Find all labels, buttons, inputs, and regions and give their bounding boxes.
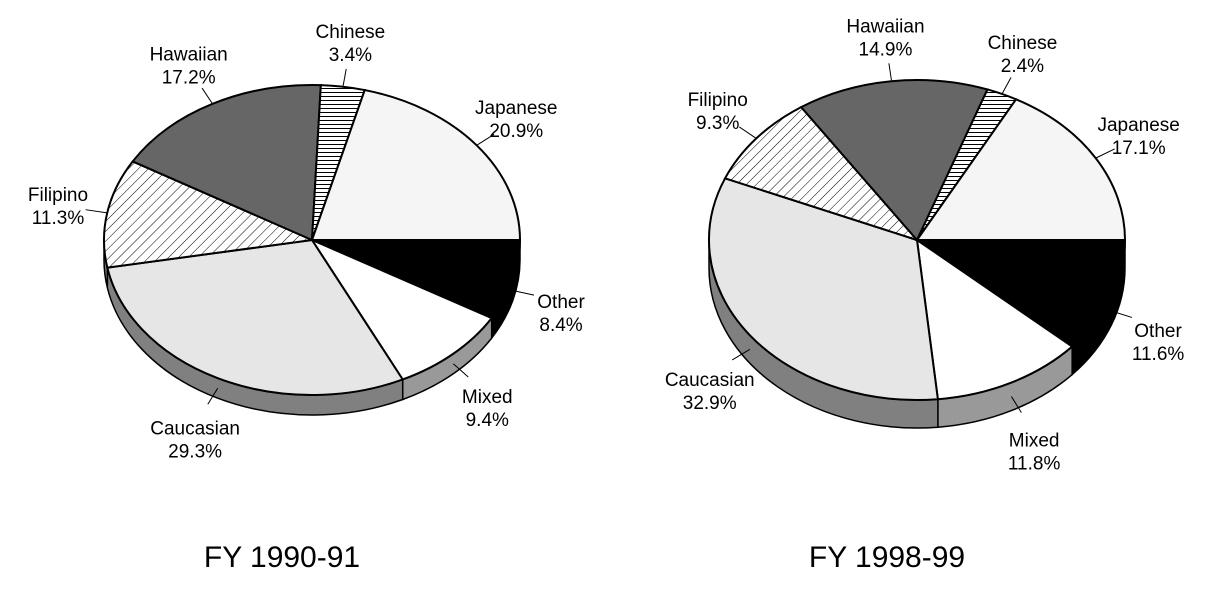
slice <box>106 238 405 396</box>
leader-line <box>888 63 893 82</box>
slice-value-label: 11.8% <box>1008 454 1061 475</box>
slice-value-label: 14.9% <box>859 40 913 61</box>
leader-line <box>452 363 469 378</box>
leader-line <box>512 289 535 296</box>
slice-value-label: 3.4% <box>329 45 372 66</box>
slice-value-label: 11.3% <box>32 208 85 229</box>
slice-label: Filipino <box>28 185 88 206</box>
slice <box>311 239 522 320</box>
slice <box>309 237 494 381</box>
leader-line <box>342 68 347 87</box>
leader-line <box>1001 77 1012 95</box>
slice-label: Chinese <box>988 33 1058 54</box>
slice <box>915 98 1127 241</box>
slice-value-label: 11.6% <box>1132 344 1185 365</box>
leader-line <box>1095 148 1115 159</box>
chart-title: FY 1998-99 <box>809 541 965 574</box>
slice-label: Caucasian <box>665 370 755 391</box>
slice-label: Other <box>537 292 585 313</box>
slice-value-label: 2.4% <box>1001 56 1044 77</box>
chart-title: FY 1990-91 <box>204 541 360 574</box>
slice <box>799 79 989 242</box>
slice <box>310 88 522 241</box>
leader-line <box>1111 310 1133 318</box>
leader-line <box>1011 396 1022 413</box>
slice-value-label: 17.1% <box>1112 138 1166 159</box>
slice-label: Hawaiian <box>150 44 228 65</box>
leader-line <box>476 133 495 146</box>
slice-label: Other <box>1134 321 1182 342</box>
slice-value-label: 32.9% <box>683 393 737 414</box>
slice-label: Caucasian <box>150 418 240 439</box>
leader-line <box>207 387 219 405</box>
slice <box>723 105 921 243</box>
slice-value-label: 9.3% <box>696 113 739 134</box>
slice-value-label: 17.2% <box>162 67 216 88</box>
slice <box>708 177 940 401</box>
slice <box>103 160 316 269</box>
leader-line <box>739 126 757 139</box>
leader-line <box>731 348 751 361</box>
leader-line <box>201 87 213 105</box>
slice-label: Filipino <box>688 90 748 111</box>
slice <box>915 237 1074 401</box>
slice-label: Mixed <box>462 387 513 408</box>
slice-label: Chinese <box>316 22 386 43</box>
slice-value-label: 20.9% <box>489 121 543 142</box>
slice <box>131 84 322 242</box>
slice-value-label: 29.3% <box>168 441 222 462</box>
slice-label: Japanese <box>475 98 557 119</box>
slice-label: Mixed <box>1009 431 1060 452</box>
slice <box>913 239 1127 348</box>
slice-value-label: 8.4% <box>539 315 582 336</box>
slice-label: Japanese <box>1097 115 1179 136</box>
slice-value-label: 9.4% <box>466 410 509 431</box>
slice-label: Hawaiian <box>846 17 924 38</box>
leader-line <box>85 209 108 214</box>
